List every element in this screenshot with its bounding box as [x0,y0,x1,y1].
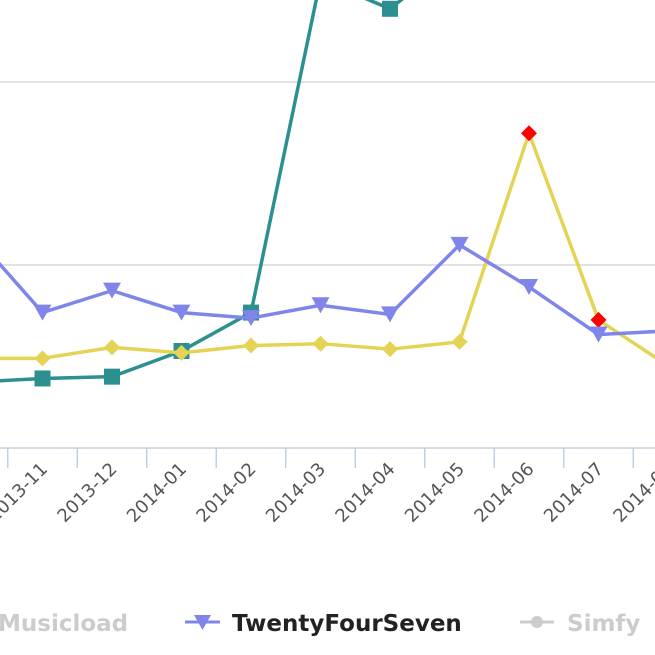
data-point-square [104,368,120,385]
series-line [0,243,655,337]
data-point-diamond [451,333,468,350]
x-tick-label: 2014-02 [192,459,260,527]
data-point-triangle [520,278,538,295]
legend-item-simfy[interactable]: Simfy [520,611,640,637]
data-point-diamond [243,337,259,354]
gridlines [0,81,655,266]
series-layer [0,0,655,387]
x-tick-label: 2014-06 [470,459,538,527]
legend-item-twentyfourseven[interactable]: TwentyFourSeven [185,611,462,637]
x-tick-label: 2014-08 [609,459,655,527]
data-point-triangle [242,310,260,327]
data-point-diamond [590,311,607,328]
data-point-triangle [450,236,469,253]
data-point-diamond [312,335,329,352]
data-point-square [382,0,398,17]
data-point-diamond [104,339,120,356]
legend-item-musicload[interactable]: Musicload [0,611,128,637]
series-line [0,0,404,383]
x-tick-label: 2014-07 [540,459,608,527]
circle-icon [531,616,543,628]
data-point-triangle [33,304,52,321]
data-point-triangle [589,326,608,343]
data-point-diamond [521,125,537,142]
triangle-down-icon [194,615,211,630]
x-tick-label: 2013-11 [0,459,52,527]
data-point-triangle [311,297,330,314]
x-tick-label: 2014-04 [331,459,399,527]
legend-label: Simfy [567,611,640,637]
series-line [0,131,655,361]
x-axis: 2013-11 2013-12 2014-01 2014-02 2014-03 2014-… [0,447,655,527]
legend-label: TwentyFourSeven [232,611,462,637]
data-point-triangle [172,304,191,321]
data-point-triangle [381,306,399,323]
legend[interactable]: Musicload TwentyFourSeven Simfy [0,611,640,637]
x-tick-label: 2014-05 [401,459,469,527]
x-tick-label: 2014-01 [123,459,191,527]
data-point-square [34,370,51,387]
x-tick-label: 2013-12 [53,459,121,527]
data-point-triangle [103,282,121,299]
data-point-diamond [173,344,190,361]
data-point-diamond [34,350,51,367]
data-point-diamond [382,341,398,358]
x-tick-label: 2014-03 [262,459,330,527]
